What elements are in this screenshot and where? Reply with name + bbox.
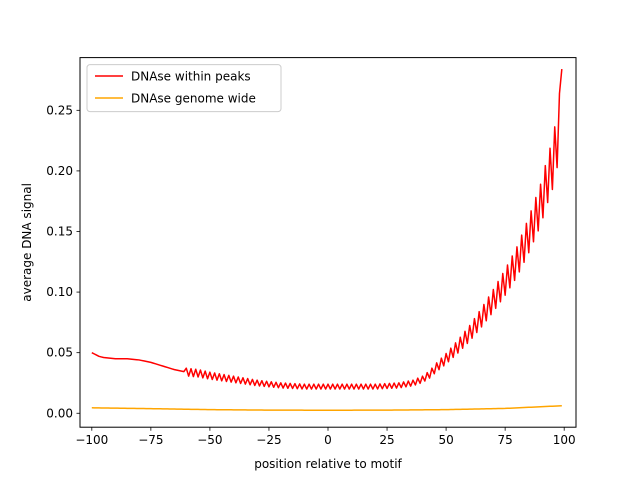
legend: DNAse within peaks DNAse genome wide <box>86 64 282 113</box>
x-tick-label: −25 <box>256 433 281 447</box>
y-tick-label: 0.05 <box>46 346 73 360</box>
y-tick-label: 0.20 <box>46 164 73 178</box>
x-tick-label: 100 <box>553 433 576 447</box>
y-tick-label: 0.25 <box>46 103 73 117</box>
legend-label-dnase-within-peaks: DNAse within peaks <box>131 70 251 84</box>
series-line-dnase-genome-wide <box>91 405 562 411</box>
y-tick-label: 0.00 <box>46 406 73 420</box>
legend-label-dnase-genome-wide: DNAse genome wide <box>131 92 256 106</box>
x-axis-ticks: −100 −75 −50 −25 0 25 50 75 100 <box>75 427 576 447</box>
x-tick-label: 50 <box>438 433 453 447</box>
x-tick-label: 75 <box>498 433 513 447</box>
x-tick-label: −100 <box>75 433 108 447</box>
plot-area <box>79 57 577 428</box>
y-axis-label: average DNA signal <box>20 183 34 302</box>
x-tick-label: −50 <box>197 433 222 447</box>
x-tick-label: −75 <box>138 433 163 447</box>
y-tick-label: 0.15 <box>46 224 73 238</box>
legend-box <box>86 64 282 113</box>
y-tick-label: 0.10 <box>46 285 73 299</box>
series-line-dnase-within-peaks <box>91 69 563 390</box>
series-layer <box>91 69 563 411</box>
x-tick-label: 25 <box>379 433 394 447</box>
x-tick-label: 0 <box>324 433 332 447</box>
axes-frame <box>79 57 577 428</box>
x-axis-label: position relative to motif <box>254 457 402 471</box>
y-axis-ticks: 0.00 0.05 0.10 0.15 0.20 0.25 <box>46 103 80 420</box>
